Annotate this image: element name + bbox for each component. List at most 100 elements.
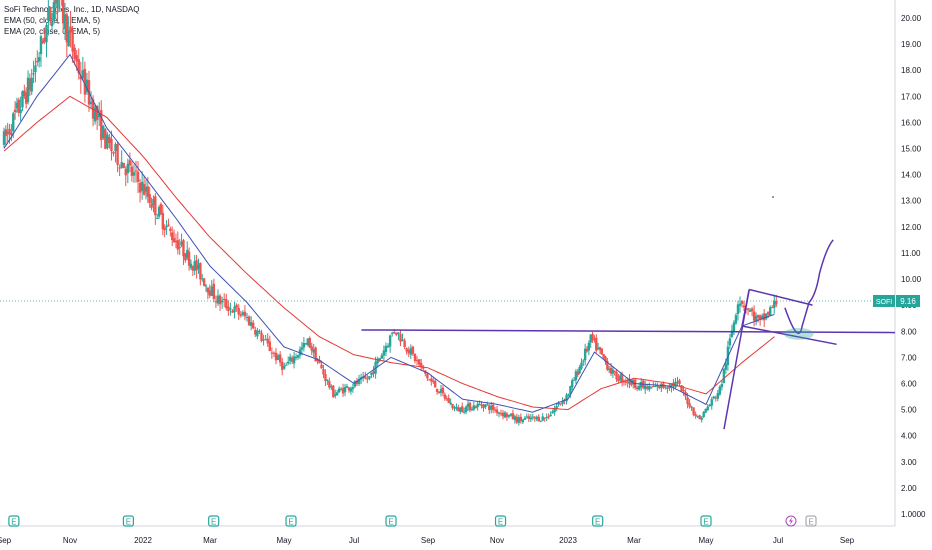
candle-body [50, 23, 54, 27]
candle-body [543, 417, 546, 419]
candle-body [545, 417, 548, 419]
candle-body [276, 355, 280, 361]
candle-body [212, 283, 216, 299]
candle-body [206, 287, 210, 293]
candle-body [600, 348, 603, 355]
candle-body [521, 419, 525, 423]
time-tick-label: Sep [421, 536, 436, 545]
candle-body [466, 403, 470, 407]
price-tick-label: 14.00 [901, 171, 922, 180]
candle-body [710, 399, 713, 406]
candle-body [775, 301, 778, 305]
candle-body [690, 406, 693, 408]
badges: SOFI 9.16 [873, 294, 920, 307]
earnings-icon: E [8, 515, 20, 527]
candle-body [270, 352, 274, 354]
candle-body [136, 171, 140, 182]
candle-body [130, 166, 134, 177]
candle-body [551, 411, 554, 414]
svg-text:E: E [388, 518, 393, 527]
candle-body [36, 61, 39, 63]
candle-body [582, 360, 585, 362]
time-tick-label: 2023 [559, 536, 577, 545]
candle-body [670, 383, 673, 388]
candle-body [4, 129, 8, 136]
candle-body [405, 348, 408, 352]
candle-body [752, 311, 756, 321]
candle-body [6, 131, 9, 134]
candle-body [152, 198, 155, 205]
candle-body [658, 386, 661, 389]
candle-body [243, 311, 247, 317]
candle-body [324, 374, 327, 381]
candle-body [472, 405, 476, 410]
time-tick-label: Mar [203, 536, 217, 545]
candle-body [495, 409, 499, 413]
candle-body [696, 416, 699, 418]
candle-body [349, 388, 353, 392]
time-tick-label: May [276, 536, 291, 545]
candle-body [266, 338, 269, 344]
candle-body [455, 406, 458, 409]
candle-body [378, 358, 381, 361]
candle-body [322, 369, 325, 375]
candle-body [535, 416, 538, 420]
candle-body [593, 338, 596, 340]
candle-body [144, 186, 148, 192]
earnings-icon: E [122, 515, 135, 527]
candle-body [513, 416, 517, 420]
candle-body [441, 387, 445, 394]
candle-body [330, 386, 333, 388]
candle-body [447, 398, 450, 403]
candle-body [23, 90, 26, 97]
legend-title: SoFi Technologies, Inc., 1D, NASDAQ [4, 5, 140, 14]
candle-body [336, 392, 339, 396]
time-tick-label: Jul [349, 536, 359, 545]
candle-body [49, 6, 52, 22]
candle-body [218, 295, 222, 305]
candle-body [2, 131, 6, 145]
candle-body [159, 204, 163, 214]
candle-body [231, 310, 234, 313]
candle-body [474, 406, 477, 409]
candle-body [334, 394, 337, 397]
candle-body [716, 393, 720, 399]
candle-body [320, 364, 323, 369]
price-tick-label: 7.00 [901, 353, 917, 362]
candle-body [596, 348, 600, 350]
candle-body [624, 381, 628, 383]
svg-text:E: E [211, 518, 216, 527]
candle-body [652, 385, 655, 388]
candle-body [700, 417, 703, 420]
candle-body [100, 110, 103, 141]
candle-body [171, 232, 174, 241]
time-tick-label: Nov [490, 536, 504, 545]
candle-body [539, 420, 542, 422]
candles [2, 0, 778, 426]
candle-body [61, 0, 65, 24]
svg-text:E: E [288, 518, 293, 527]
candle-body [604, 356, 607, 362]
candle-body [580, 362, 583, 369]
candle-body [461, 406, 464, 412]
price-tick-label: 10.00 [901, 275, 922, 284]
candle-body [748, 310, 752, 312]
support-line [361, 329, 896, 334]
candle-body [464, 406, 468, 413]
candle-body [437, 391, 441, 394]
candle-body [626, 381, 629, 383]
candle-body [686, 397, 689, 405]
candle-body [507, 414, 511, 417]
candle-body [314, 347, 317, 362]
candle-body [595, 337, 598, 351]
candle-body [435, 388, 439, 392]
candle-body [724, 363, 728, 370]
candle-body [39, 36, 43, 55]
candle-body [210, 286, 213, 296]
price-tick-label: 20.00 [901, 14, 922, 23]
candle-body [572, 379, 576, 381]
legend-ema20: EMA (20, close, 0, EMA, 5) [4, 27, 101, 36]
candle-body [606, 361, 609, 370]
candle-body [268, 341, 271, 352]
